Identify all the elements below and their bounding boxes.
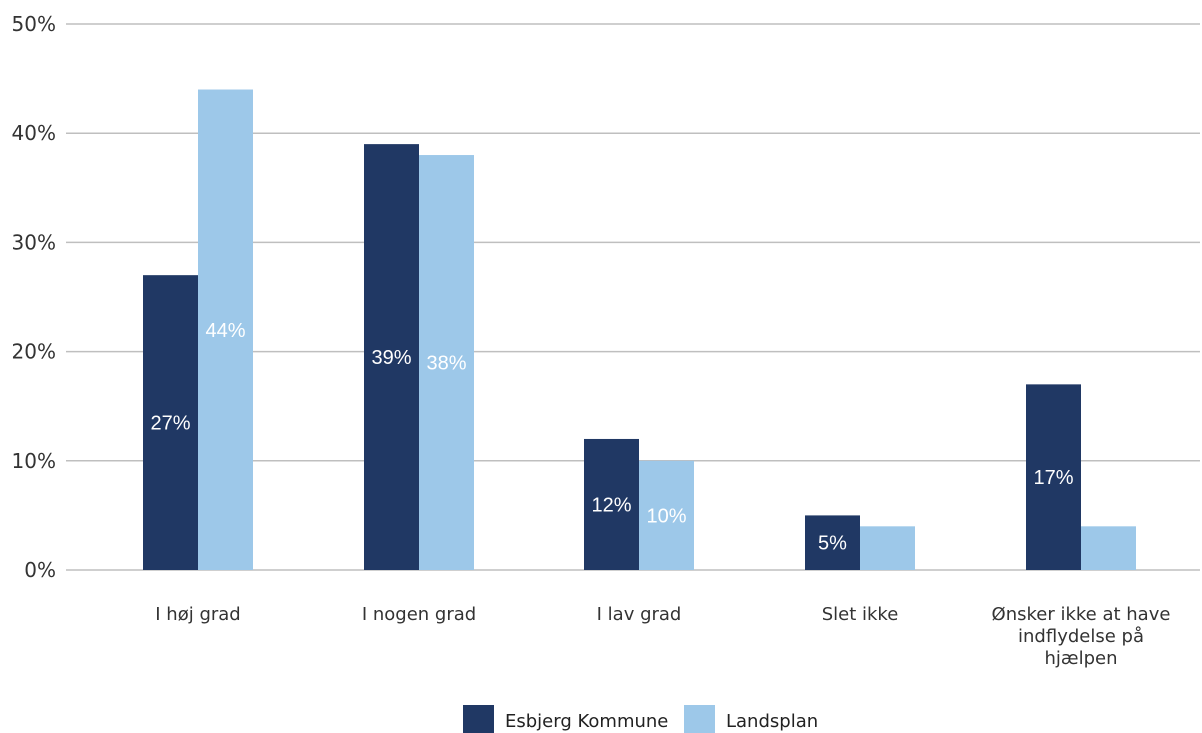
bar — [1081, 526, 1136, 570]
bar — [805, 515, 860, 570]
data-label: 17% — [1033, 467, 1073, 489]
category-label: I høj grad — [155, 604, 240, 625]
bar — [198, 89, 253, 571]
legend-swatch — [684, 705, 715, 733]
gridlines — [66, 23, 1200, 571]
category-label: Slet ikke — [822, 604, 899, 625]
bar — [860, 526, 915, 570]
category-label: Ønsker ikke at have indflydelse på hjælpen — [992, 604, 1171, 669]
bar — [143, 275, 198, 570]
legend-label: Esbjerg Kommune — [505, 711, 668, 732]
data-label: 44% — [205, 320, 245, 342]
data-label: 39% — [371, 347, 411, 369]
data-label: 38% — [426, 353, 466, 375]
category-label: I nogen grad — [362, 604, 476, 625]
category-labels: I høj grad I nogen grad I lav grad Slet ikk… — [155, 604, 1170, 669]
bar — [584, 438, 639, 570]
data-label: 27% — [150, 413, 190, 435]
bar — [639, 460, 694, 570]
y-tick-label: 50% — [12, 12, 56, 36]
data-label: 12% — [591, 494, 631, 516]
y-tick-label: 30% — [12, 230, 56, 254]
category-label: I lav grad — [597, 604, 682, 625]
bar — [419, 155, 474, 571]
data-label: 10% — [646, 505, 686, 527]
y-tick-label: 40% — [12, 121, 56, 145]
bar — [1026, 384, 1081, 570]
bars — [143, 89, 1136, 571]
bar — [364, 144, 419, 570]
legend: Esbjerg Kommune Landsplan — [463, 705, 818, 733]
y-axis-ticks: 0% 10% 20% 30% 40% 50% — [12, 12, 56, 582]
y-tick-label: 10% — [12, 449, 56, 473]
legend-label: Landsplan — [726, 711, 818, 732]
legend-swatch — [463, 705, 494, 733]
data-label: 5% — [818, 533, 847, 555]
y-tick-label: 0% — [24, 558, 56, 582]
y-tick-label: 20% — [12, 340, 56, 364]
data-labels: 27% 39% 12% 5% 17% 44% 38% 10% — [150, 320, 1073, 555]
